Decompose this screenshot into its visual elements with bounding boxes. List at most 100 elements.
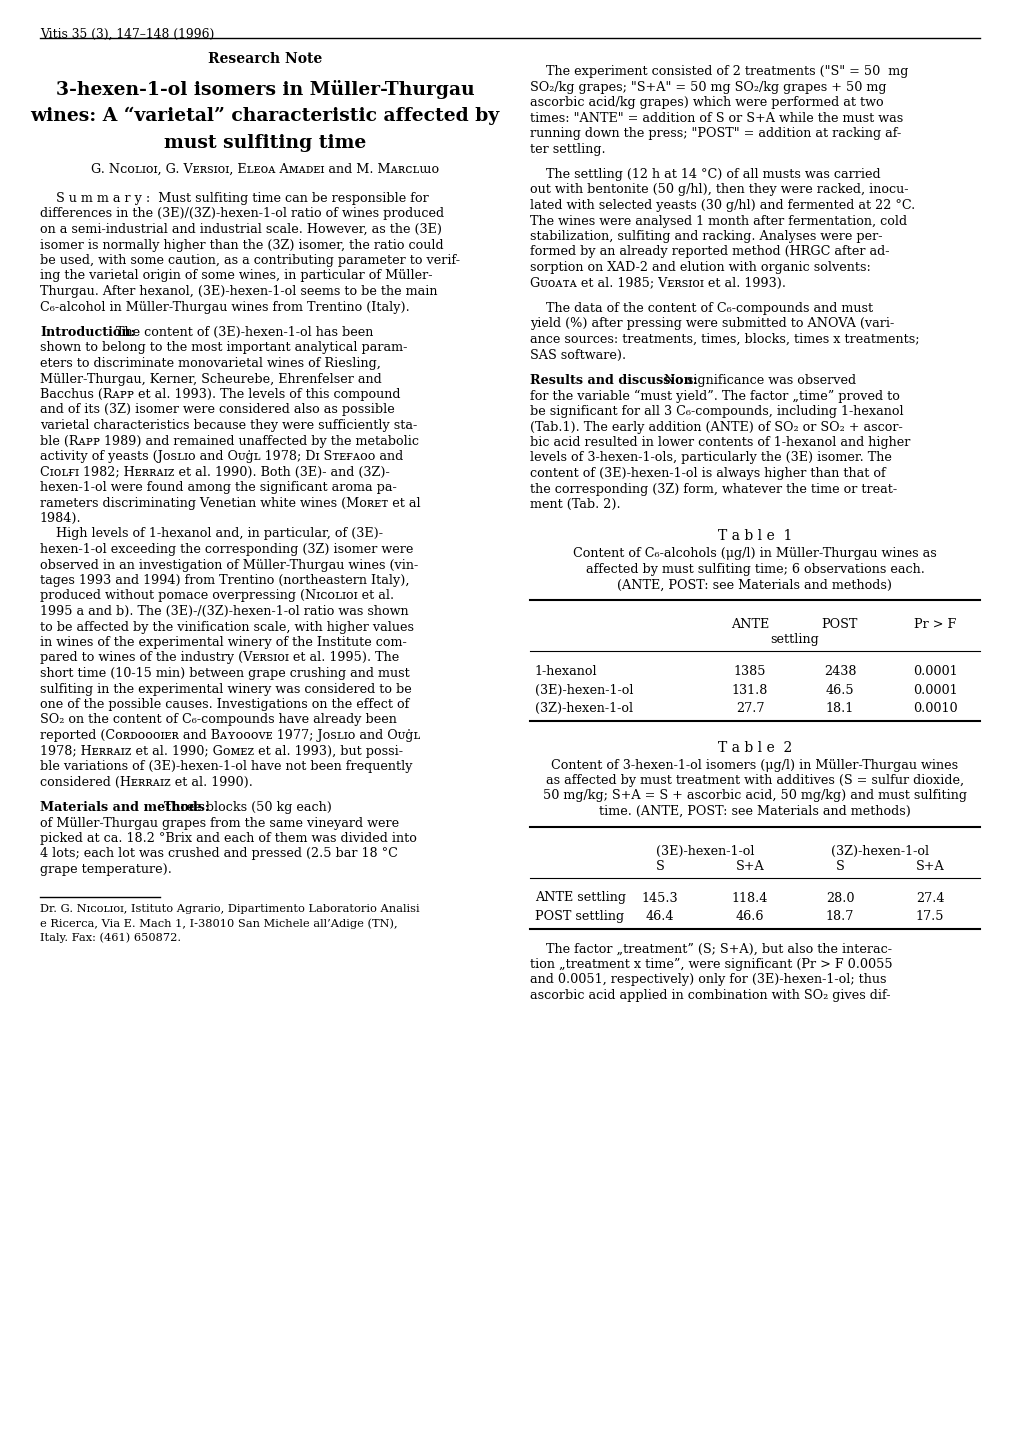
Text: 27.7: 27.7 xyxy=(735,702,763,715)
Text: 50 mg/kg; S+A = S + ascorbic acid, 50 mg/kg) and must sulfiting: 50 mg/kg; S+A = S + ascorbic acid, 50 mg… xyxy=(542,790,966,803)
Text: 46.4: 46.4 xyxy=(645,911,674,924)
Text: wines: A “varietal” characteristic affected by: wines: A “varietal” characteristic affec… xyxy=(31,107,499,125)
Text: Vitis 35 (3), 147–148 (1996): Vitis 35 (3), 147–148 (1996) xyxy=(40,27,214,40)
Text: 28.0: 28.0 xyxy=(825,892,854,905)
Text: on a semi-industrial and industrial scale. However, as the (3E): on a semi-industrial and industrial scal… xyxy=(40,223,441,236)
Text: reported (Cᴏʀᴅᴏᴏᴏɪᴇʀ and Bᴀʏᴏᴏᴏᴠᴇ 1977; Jᴏѕʟɪᴏ and Oᴜġʟ: reported (Cᴏʀᴅᴏᴏᴏɪᴇʀ and Bᴀʏᴏᴏᴏᴠᴇ 1977; … xyxy=(40,729,420,742)
Text: bic acid resulted in lower contents of 1-hexanol and higher: bic acid resulted in lower contents of 1… xyxy=(530,437,910,450)
Text: must sulfiting time: must sulfiting time xyxy=(164,134,366,151)
Text: ascorbic acid applied in combination with SO₂ gives dif-: ascorbic acid applied in combination wit… xyxy=(530,989,890,1001)
Text: Materials and methods:: Materials and methods: xyxy=(40,801,209,814)
Text: 2438: 2438 xyxy=(823,664,855,679)
Text: Content of 3-hexen-1-ol isomers (μg/l) in Müller-Thurgau wines: Content of 3-hexen-1-ol isomers (μg/l) i… xyxy=(551,758,958,771)
Text: lated with selected yeasts (30 g/hl) and fermented at 22 °C.: lated with selected yeasts (30 g/hl) and… xyxy=(530,199,914,212)
Text: 1984).: 1984). xyxy=(40,512,82,525)
Text: The wines were analysed 1 month after fermentation, cold: The wines were analysed 1 month after fe… xyxy=(530,215,906,228)
Text: The data of the content of C₆-compounds and must: The data of the content of C₆-compounds … xyxy=(530,303,872,316)
Text: No significance was observed: No significance was observed xyxy=(659,375,855,388)
Text: to be affected by the vinification scale, with higher values: to be affected by the vinification scale… xyxy=(40,621,414,634)
Text: for the variable “must yield”. The factor „time” proved to: for the variable “must yield”. The facto… xyxy=(530,389,899,402)
Text: differences in the (3E)/(3Z)-hexen-1-ol ratio of wines produced: differences in the (3E)/(3Z)-hexen-1-ol … xyxy=(40,208,443,220)
Text: ment (Tab. 2).: ment (Tab. 2). xyxy=(530,499,620,512)
Text: 18.7: 18.7 xyxy=(825,911,853,924)
Text: settling: settling xyxy=(770,634,818,647)
Text: Pr > F: Pr > F xyxy=(913,618,955,631)
Text: Three blocks (50 kg each): Three blocks (50 kg each) xyxy=(160,801,331,814)
Text: eters to discriminate monovarietal wines of Riesling,: eters to discriminate monovarietal wines… xyxy=(40,357,380,370)
Text: Müller-Thurgau, Kerner, Scheurebe, Ehrenfelser and: Müller-Thurgau, Kerner, Scheurebe, Ehren… xyxy=(40,373,381,386)
Text: (3E)-hexen-1-ol: (3E)-hexen-1-ol xyxy=(655,844,753,857)
Text: (3E)-hexen-1-ol: (3E)-hexen-1-ol xyxy=(535,683,633,696)
Text: rameters discriminating Venetian white wines (Mᴏʀᴇᴛ et al: rameters discriminating Venetian white w… xyxy=(40,497,420,510)
Text: 0.0001: 0.0001 xyxy=(912,664,957,679)
Text: 0.0001: 0.0001 xyxy=(912,683,957,696)
Text: Cɪᴏʟғɪ 1982; Hᴇʀʀᴀɪᴢ et al. 1990). Both (3E)- and (3Z)-: Cɪᴏʟғɪ 1982; Hᴇʀʀᴀɪᴢ et al. 1990). Both … xyxy=(40,465,389,478)
Text: picked at ca. 18.2 °Brix and each of them was divided into: picked at ca. 18.2 °Brix and each of the… xyxy=(40,831,417,844)
Text: 1-hexanol: 1-hexanol xyxy=(535,664,597,679)
Text: (3Z)-hexen-1-ol: (3Z)-hexen-1-ol xyxy=(535,702,633,715)
Text: sorption on XAD-2 and elution with organic solvents:: sorption on XAD-2 and elution with organ… xyxy=(530,261,870,274)
Text: 46.5: 46.5 xyxy=(824,683,854,696)
Text: SO₂/kg grapes; "S+A" = 50 mg SO₂/kg grapes + 50 mg: SO₂/kg grapes; "S+A" = 50 mg SO₂/kg grap… xyxy=(530,81,886,94)
Text: S u m m a r y :  Must sulfiting time can be responsible for: S u m m a r y : Must sulfiting time can … xyxy=(40,192,428,205)
Text: stabilization, sulfiting and racking. Analyses were per-: stabilization, sulfiting and racking. An… xyxy=(530,231,881,244)
Text: the corresponding (3Z) form, whatever the time or treat-: the corresponding (3Z) form, whatever th… xyxy=(530,483,897,496)
Text: (ANTE, POST: see Materials and methods): (ANTE, POST: see Materials and methods) xyxy=(616,578,892,591)
Text: T a b l e  1: T a b l e 1 xyxy=(717,529,792,543)
Text: observed in an investigation of Müller-Thurgau wines (vin-: observed in an investigation of Müller-T… xyxy=(40,559,418,572)
Text: times: "ANTE" = addition of S or S+A while the must was: times: "ANTE" = addition of S or S+A whi… xyxy=(530,111,903,124)
Text: tion „treatment x time”, were significant (Pr > F 0.0055: tion „treatment x time”, were significan… xyxy=(530,958,892,971)
Text: The factor „treatment” (S; S+A), but also the interac-: The factor „treatment” (S; S+A), but als… xyxy=(530,942,892,955)
Text: S+A: S+A xyxy=(735,860,763,873)
Text: ing the varietal origin of some wines, in particular of Müller-: ing the varietal origin of some wines, i… xyxy=(40,269,432,282)
Text: isomer is normally higher than the (3Z) isomer, the ratio could: isomer is normally higher than the (3Z) … xyxy=(40,239,443,252)
Text: time. (ANTE, POST: see Materials and methods): time. (ANTE, POST: see Materials and met… xyxy=(598,806,910,818)
Text: (3Z)-hexen-1-ol: (3Z)-hexen-1-ol xyxy=(830,844,928,857)
Text: grape temperature).: grape temperature). xyxy=(40,863,172,876)
Text: ble variations of (3E)-hexen-1-ol have not been frequently: ble variations of (3E)-hexen-1-ol have n… xyxy=(40,759,412,772)
Text: (Tab.1). The early addition (ANTE) of SO₂ or SO₂ + ascor-: (Tab.1). The early addition (ANTE) of SO… xyxy=(530,421,902,434)
Text: S: S xyxy=(655,860,663,873)
Text: 17.5: 17.5 xyxy=(915,911,944,924)
Text: considered (Hᴇʀʀᴀɪᴢ et al. 1990).: considered (Hᴇʀʀᴀɪᴢ et al. 1990). xyxy=(40,775,253,788)
Text: 27.4: 27.4 xyxy=(915,892,944,905)
Text: Thurgau. After hexanol, (3E)-hexen-1-ol seems to be the main: Thurgau. After hexanol, (3E)-hexen-1-ol … xyxy=(40,285,437,298)
Text: as affected by must treatment with additives (S = sulfur dioxide,: as affected by must treatment with addit… xyxy=(545,774,963,787)
Text: and of its (3Z) isomer were considered also as possible: and of its (3Z) isomer were considered a… xyxy=(40,403,394,416)
Text: 145.3: 145.3 xyxy=(641,892,678,905)
Text: activity of yeasts (Jᴏѕʟɪᴏ and Oᴜġʟ 1978; Dɪ Sᴛᴇғᴀᴏᴏ and: activity of yeasts (Jᴏѕʟɪᴏ and Oᴜġʟ 1978… xyxy=(40,450,403,463)
Text: S+A: S+A xyxy=(915,860,944,873)
Text: 4 lots; each lot was crushed and pressed (2.5 bar 18 °C: 4 lots; each lot was crushed and pressed… xyxy=(40,847,397,860)
Text: e Ricerca, Via E. Mach 1, I-38010 San Michele all’Adige (TN),: e Ricerca, Via E. Mach 1, I-38010 San Mi… xyxy=(40,918,397,929)
Text: pared to wines of the industry (Vᴇʀѕɪᴏɪ et al. 1995). The: pared to wines of the industry (Vᴇʀѕɪᴏɪ … xyxy=(40,651,398,664)
Text: T a b l e  2: T a b l e 2 xyxy=(717,741,792,755)
Text: SO₂ on the content of C₆-compounds have already been: SO₂ on the content of C₆-compounds have … xyxy=(40,713,396,726)
Text: POST: POST xyxy=(821,618,857,631)
Text: produced without pomace overpressing (Nɪᴄᴏʟɪᴏɪ et al.: produced without pomace overpressing (Nɪ… xyxy=(40,589,393,602)
Text: affected by must sulfiting time; 6 observations each.: affected by must sulfiting time; 6 obser… xyxy=(585,563,923,576)
Text: The settling (12 h at 14 °C) of all musts was carried: The settling (12 h at 14 °C) of all must… xyxy=(530,169,879,182)
Text: short time (10-15 min) between grape crushing and must: short time (10-15 min) between grape cru… xyxy=(40,667,410,680)
Text: Introduction:: Introduction: xyxy=(40,326,136,339)
Text: 46.6: 46.6 xyxy=(735,911,763,924)
Text: S: S xyxy=(835,860,844,873)
Text: running down the press; "POST" = addition at racking af-: running down the press; "POST" = additio… xyxy=(530,127,901,140)
Text: yield (%) after pressing were submitted to ANOVA (vari-: yield (%) after pressing were submitted … xyxy=(530,317,894,330)
Text: 118.4: 118.4 xyxy=(731,892,767,905)
Text: Dr. G. Nɪᴄᴏʟɪᴏɪ, Istituto Agrario, Dipartimento Laboratorio Analisi: Dr. G. Nɪᴄᴏʟɪᴏɪ, Istituto Agrario, Dipar… xyxy=(40,905,419,915)
Text: and 0.0051, respectively) only for (3E)-hexen-1-ol; thus: and 0.0051, respectively) only for (3E)-… xyxy=(530,974,886,987)
Text: be significant for all 3 C₆-compounds, including 1-hexanol: be significant for all 3 C₆-compounds, i… xyxy=(530,405,903,418)
Text: 0.0010: 0.0010 xyxy=(912,702,957,715)
Text: High levels of 1-hexanol and, in particular, of (3E)-: High levels of 1-hexanol and, in particu… xyxy=(40,527,382,540)
Text: POST settling: POST settling xyxy=(535,911,624,924)
Text: ble (Rᴀᴘᴘ 1989) and remained unaffected by the metabolic: ble (Rᴀᴘᴘ 1989) and remained unaffected … xyxy=(40,435,419,448)
Text: C₆-alcohol in Müller-Thurgau wines from Trentino (Italy).: C₆-alcohol in Müller-Thurgau wines from … xyxy=(40,301,410,314)
Text: hexen-1-ol were found among the significant aroma pa-: hexen-1-ol were found among the signific… xyxy=(40,481,396,494)
Text: ANTE: ANTE xyxy=(731,618,768,631)
Text: Bacchus (Rᴀᴘᴘ et al. 1993). The levels of this compound: Bacchus (Rᴀᴘᴘ et al. 1993). The levels o… xyxy=(40,388,400,401)
Text: 18.1: 18.1 xyxy=(825,702,853,715)
Text: Results and discussion:: Results and discussion: xyxy=(530,375,697,388)
Text: content of (3E)-hexen-1-ol is always higher than that of: content of (3E)-hexen-1-ol is always hig… xyxy=(530,467,884,480)
Text: levels of 3-hexen-1-ols, particularly the (3E) isomer. The: levels of 3-hexen-1-ols, particularly th… xyxy=(530,451,891,464)
Text: tages 1993 and 1994) from Trentino (northeastern Italy),: tages 1993 and 1994) from Trentino (nort… xyxy=(40,574,409,586)
